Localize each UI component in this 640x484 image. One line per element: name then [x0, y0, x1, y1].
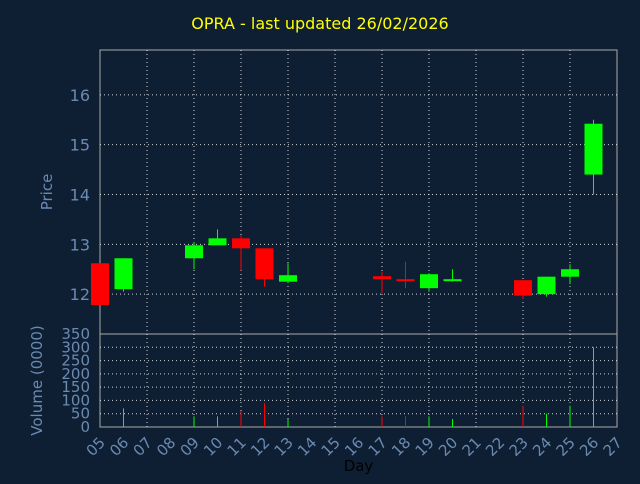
- x-tick-label: 11: [224, 434, 250, 460]
- volume-axis-label: Volume (0000): [28, 325, 46, 435]
- price-tick-label: 14: [70, 185, 90, 204]
- candle-body: [279, 275, 297, 282]
- candle-body: [373, 276, 391, 280]
- volume-panel-frame: [99, 333, 618, 428]
- x-tick-label: 20: [435, 434, 461, 460]
- x-axis-label: Day: [344, 457, 374, 475]
- x-tick-label: 07: [130, 434, 156, 460]
- x-tick-label: 25: [553, 434, 579, 460]
- price-tick-label: 13: [70, 235, 90, 254]
- candle-body: [514, 280, 532, 296]
- price-tick-label: 16: [70, 86, 90, 105]
- x-tick-label: 24: [529, 434, 555, 460]
- volume-tick-label: 150: [61, 378, 90, 396]
- price-tick-label: 15: [70, 136, 90, 155]
- x-tick-label: 23: [506, 434, 532, 460]
- candle-body: [232, 238, 250, 249]
- x-tick-label: 26: [576, 434, 602, 460]
- candle-body: [255, 248, 274, 280]
- x-tick-label: 14: [294, 434, 320, 460]
- candle-body: [114, 258, 133, 290]
- x-tick-label: 18: [388, 434, 414, 460]
- x-tick-label: 09: [177, 434, 203, 460]
- x-tick-label: 10: [200, 434, 226, 460]
- x-tick-label: 16: [341, 434, 367, 460]
- volume-tick-label: 200: [61, 365, 90, 383]
- x-tick-label: 06: [106, 434, 132, 460]
- volume-tick-label: 50: [71, 405, 90, 423]
- x-tick-label: 17: [365, 434, 391, 460]
- candle-body: [396, 279, 415, 282]
- x-tick-label: 19: [412, 434, 438, 460]
- price-axis-label: Price: [38, 174, 56, 211]
- candle-body: [537, 276, 556, 295]
- price-tick-label: 12: [70, 285, 90, 304]
- candle-body: [91, 263, 109, 306]
- x-tick-label: 22: [482, 434, 508, 460]
- candle-body: [561, 269, 579, 277]
- x-tick-label: 15: [318, 434, 344, 460]
- volume-tick-label: 250: [61, 352, 90, 370]
- chart-title: OPRA - last updated 26/02/2026: [191, 14, 449, 33]
- x-tick-label: 05: [83, 434, 109, 460]
- candle-body: [420, 274, 438, 289]
- candle-body: [443, 279, 462, 282]
- x-tick-label: 13: [271, 434, 297, 460]
- candle-body: [185, 245, 203, 259]
- x-tick-label: 12: [247, 434, 273, 460]
- x-tick-label: 21: [459, 434, 485, 460]
- volume-tick-label: 100: [61, 391, 90, 409]
- volume-tick-label: 0: [80, 418, 90, 436]
- x-tick-label: 08: [153, 434, 179, 460]
- volume-tick-label: 300: [61, 338, 90, 356]
- candle-body: [584, 123, 603, 175]
- volume-tick-label: 350: [61, 325, 90, 343]
- x-tick-label: 27: [600, 434, 626, 460]
- candle-body: [208, 238, 227, 246]
